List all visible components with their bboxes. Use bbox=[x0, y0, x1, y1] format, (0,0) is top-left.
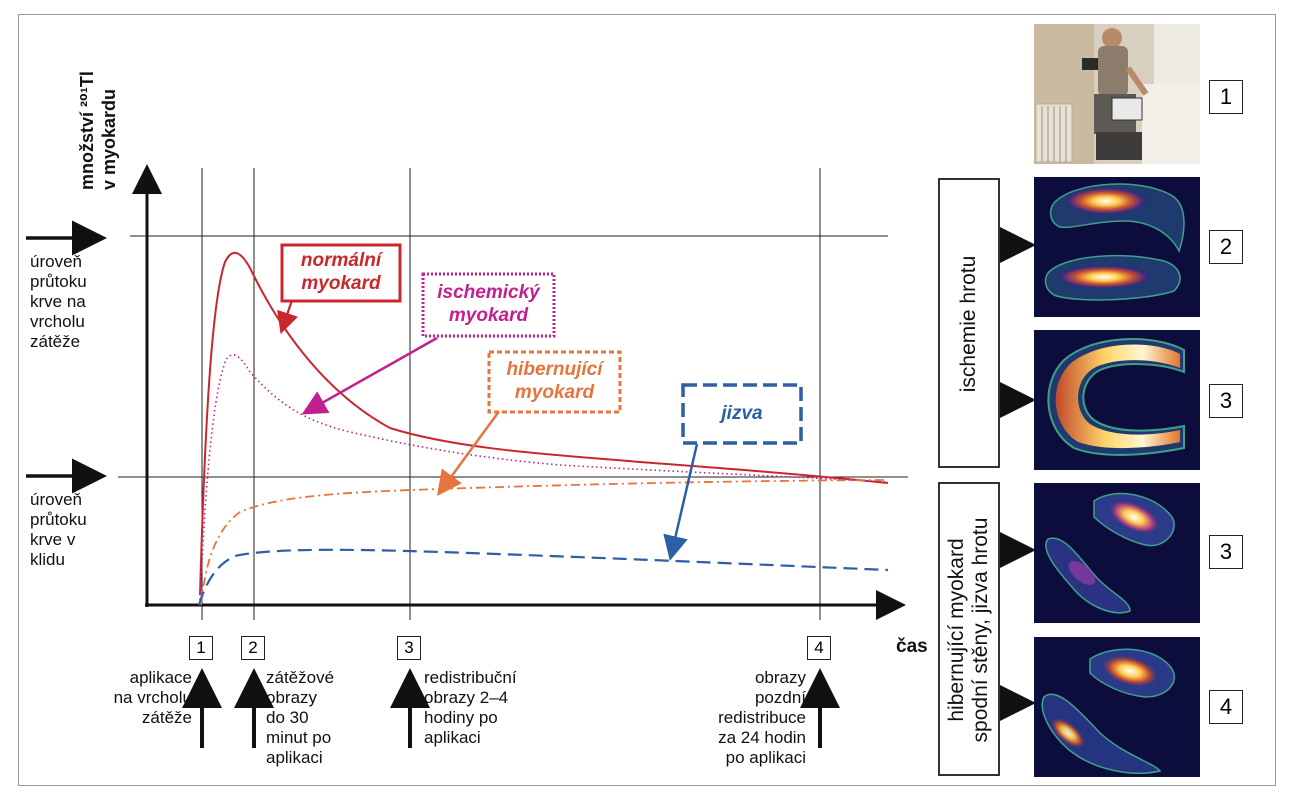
image-number-3a: 3 bbox=[1209, 384, 1243, 418]
y-axis-label: množství ²⁰¹Tl v myokardu bbox=[76, 60, 120, 190]
image-number-3b: 3 bbox=[1209, 535, 1243, 569]
image-number-1: 1 bbox=[1209, 80, 1243, 114]
timepoint-3-desc: redistribuční obrazy 2–4 hodiny po aplik… bbox=[424, 668, 517, 748]
figure-frame bbox=[18, 14, 1276, 786]
peak-level-line: průtoku bbox=[30, 272, 87, 291]
rest-level-line: krve v bbox=[30, 530, 76, 549]
timepoint-2-box: 2 bbox=[241, 636, 265, 660]
timepoint-desc-line: minut po bbox=[266, 728, 332, 747]
timepoint-desc-line: aplikace bbox=[129, 668, 192, 687]
ischemic-label-line: ischemický bbox=[437, 282, 540, 303]
timepoint-4-box: 4 bbox=[807, 636, 831, 660]
ischemic-pointer bbox=[301, 336, 438, 415]
y-axis-label-line1: množství ²⁰¹Tl bbox=[77, 71, 97, 190]
timepoint-3-box: 3 bbox=[397, 636, 421, 660]
hibernating-scar-line1: hibernující myokard bbox=[945, 538, 968, 722]
scan-image-3b bbox=[1034, 483, 1200, 623]
timepoint-2-desc: zátěžové obrazy do 30 minut po aplikaci bbox=[266, 668, 334, 768]
rest-level-text: úroveň průtoku krve v klidu bbox=[30, 490, 87, 570]
peak-level-line: vrcholu bbox=[30, 312, 85, 331]
hibernating-label-line: hibernující bbox=[506, 359, 603, 380]
image-number-2: 2 bbox=[1209, 230, 1243, 264]
scar-pointer bbox=[663, 443, 699, 561]
hibernating-scar-text: hibernující myokard spodní stěny, jizva … bbox=[945, 485, 993, 775]
scar-label: jizva bbox=[721, 403, 763, 424]
timepoint-desc-line: zátěže bbox=[141, 708, 192, 727]
ischemic-label-line: myokard bbox=[448, 305, 529, 326]
timepoint-desc-line: zátěžové bbox=[266, 668, 335, 687]
timepoint-desc-line: po aplikaci bbox=[725, 748, 806, 767]
timepoint-desc-line: obrazy 2–4 bbox=[424, 688, 509, 707]
hibernating-pointer bbox=[437, 409, 502, 497]
timepoint-desc-line: za 24 hodin bbox=[718, 728, 806, 747]
normal-label-line: normální bbox=[300, 250, 382, 271]
peak-level-line: zátěže bbox=[30, 332, 81, 351]
ischemic-label: ischemický myokard bbox=[423, 281, 554, 327]
scan-3b-illustration bbox=[1045, 492, 1175, 614]
y-axis-label-line2: v myokardu bbox=[99, 88, 119, 190]
timepoint-desc-line: obrazy bbox=[754, 668, 806, 687]
hibernating-label: hibernující myokard bbox=[489, 358, 620, 404]
rest-level-line: průtoku bbox=[30, 510, 87, 529]
timepoint-desc-line: hodiny po bbox=[424, 708, 498, 727]
x-axis-label: čas bbox=[896, 636, 928, 657]
hibernating-label-line: myokard bbox=[514, 382, 595, 403]
peak-level-line: krve na bbox=[30, 292, 86, 311]
ischemic-label-box bbox=[421, 272, 556, 338]
photo-illustration bbox=[1034, 24, 1200, 164]
normal-label: normální myokard bbox=[282, 249, 400, 295]
peak-level-line: úroveň bbox=[30, 252, 82, 271]
curve-scar bbox=[197, 548, 889, 606]
scan-image-2 bbox=[1034, 177, 1200, 317]
timepoint-desc-line: aplikaci bbox=[424, 728, 481, 747]
curve-ischemic bbox=[199, 354, 889, 601]
timepoint-1-desc: aplikace na vrcholu zátěže bbox=[86, 668, 192, 728]
timepoint-4-desc: obrazy pozdní redistribuce za 24 hodin p… bbox=[680, 668, 806, 768]
timepoint-desc-line: na vrcholu bbox=[113, 688, 192, 707]
hibernating-scar-line2: spodní stěny, jizva hrotu bbox=[969, 517, 992, 743]
timepoint-desc-line: redistribuční bbox=[424, 668, 517, 687]
timepoint-desc-line: do 30 bbox=[266, 708, 309, 727]
hibernating-scar-box: hibernující myokard spodní stěny, jizva … bbox=[938, 482, 1000, 776]
timepoint-desc-line: redistribuce bbox=[718, 708, 806, 727]
scan-image-4 bbox=[1034, 637, 1200, 777]
normal-label-line: myokard bbox=[301, 273, 381, 294]
curve-normal bbox=[199, 252, 889, 596]
image-number-4: 4 bbox=[1209, 690, 1243, 724]
scan-2-illustration bbox=[1044, 183, 1185, 301]
hibernating-label-box bbox=[487, 350, 622, 414]
scan-4-illustration bbox=[1041, 648, 1175, 774]
timepoint-desc-line: aplikaci bbox=[266, 748, 323, 767]
ischemia-apex-box: ischemie hrotu bbox=[938, 178, 1000, 468]
patient-exercise-photo bbox=[1034, 24, 1200, 164]
timepoint-1-box: 1 bbox=[189, 636, 213, 660]
peak-level-text: úroveň průtoku krve na vrcholu zátěže bbox=[30, 252, 87, 352]
curve-hibernating bbox=[200, 479, 889, 606]
rest-level-line: klidu bbox=[30, 550, 65, 569]
normal-label-box bbox=[280, 243, 402, 303]
timepoint-desc-line: pozdní bbox=[754, 688, 806, 707]
ischemia-apex-text: ischemie hrotu bbox=[957, 255, 980, 393]
scan-image-3a bbox=[1034, 330, 1200, 470]
rest-level-line: úroveň bbox=[30, 490, 82, 509]
scan-3a-illustration bbox=[1047, 338, 1185, 456]
timepoint-desc-line: obrazy bbox=[266, 688, 318, 707]
scar-label-box bbox=[681, 383, 803, 445]
